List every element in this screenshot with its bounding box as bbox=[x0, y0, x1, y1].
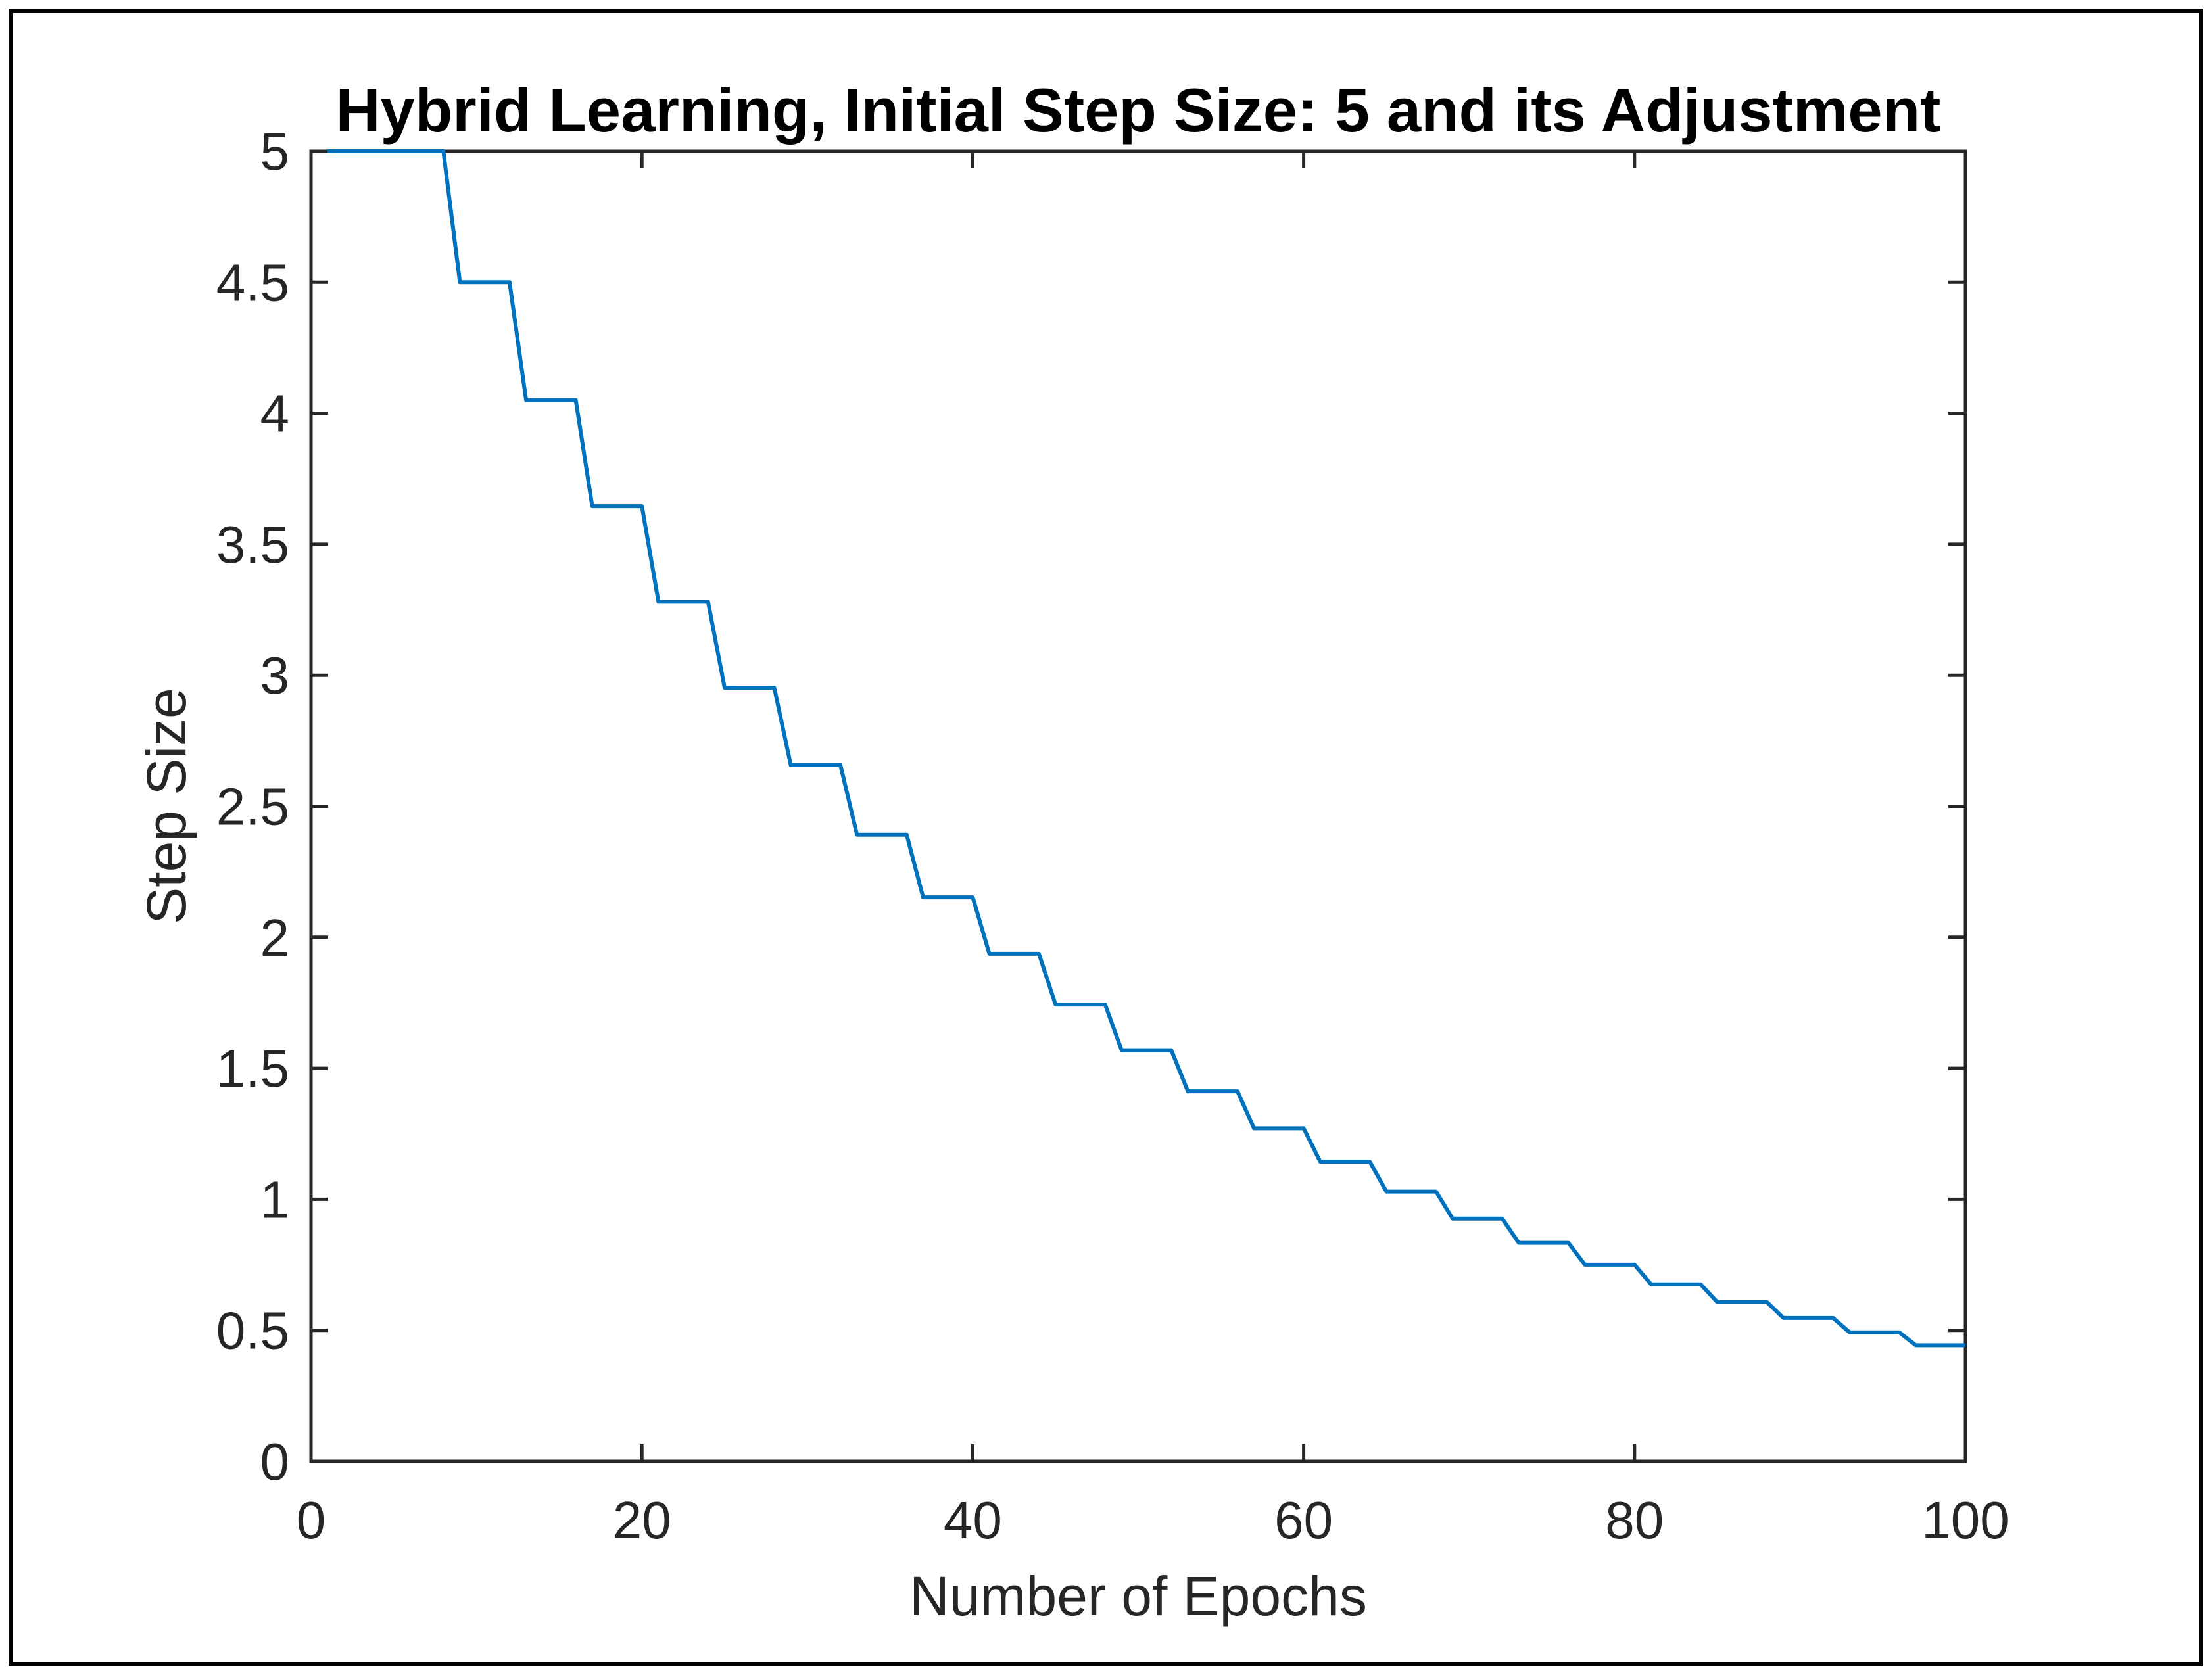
axis-ticks bbox=[309, 149, 1967, 1463]
y-axis-label: Step Size bbox=[135, 688, 197, 924]
x-axis-label: Number of Epochs bbox=[909, 1565, 1367, 1627]
y-tick-label: 4 bbox=[260, 385, 290, 443]
y-tick-label: 4.5 bbox=[216, 253, 289, 312]
y-tick-labels: 0 0.5 1 1.5 2 2.5 3 3.5 4 4.5 5 bbox=[216, 122, 289, 1491]
x-tick-labels: 0 20 40 60 80 100 bbox=[297, 1491, 2009, 1549]
y-tick-label: 3.5 bbox=[216, 515, 289, 574]
y-tick-label: 0 bbox=[260, 1432, 290, 1491]
x-tick-label: 80 bbox=[1605, 1491, 1664, 1549]
y-tick-label: 1 bbox=[260, 1170, 290, 1229]
y-tick-label: 1.5 bbox=[216, 1039, 289, 1098]
y-tick-label: 0.5 bbox=[216, 1302, 289, 1360]
y-tick-label: 5 bbox=[260, 122, 290, 181]
plot-box bbox=[309, 149, 1967, 1463]
y-tick-label: 2.5 bbox=[216, 778, 289, 836]
x-tick-label: 100 bbox=[1921, 1491, 2009, 1549]
x-tick-label: 0 bbox=[297, 1491, 326, 1549]
x-tick-label: 20 bbox=[613, 1491, 671, 1549]
y-tick-label: 2 bbox=[260, 908, 290, 967]
x-tick-label: 40 bbox=[944, 1491, 1002, 1549]
step-size-line bbox=[327, 149, 1965, 1348]
y-tick-label: 3 bbox=[260, 646, 290, 705]
chart-title: Hybrid Learning, Initial Step Size: 5 an… bbox=[336, 76, 1941, 145]
figure-border bbox=[9, 9, 2203, 1666]
x-tick-label: 60 bbox=[1274, 1491, 1333, 1549]
